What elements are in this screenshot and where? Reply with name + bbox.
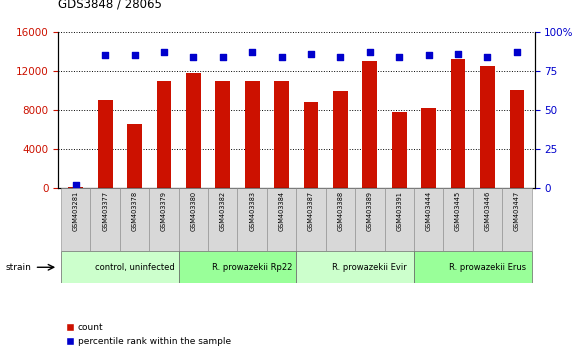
Bar bbox=[245, 81, 260, 188]
Text: GSM403446: GSM403446 bbox=[485, 191, 490, 231]
Text: GSM403388: GSM403388 bbox=[338, 191, 343, 231]
Bar bbox=[333, 91, 348, 188]
Bar bbox=[502, 188, 532, 251]
Bar bbox=[414, 251, 532, 283]
Bar bbox=[179, 251, 296, 283]
Text: GSM403444: GSM403444 bbox=[426, 191, 432, 231]
Bar bbox=[421, 108, 436, 188]
Bar bbox=[120, 188, 149, 251]
Bar bbox=[91, 188, 120, 251]
Text: GSM403387: GSM403387 bbox=[308, 191, 314, 231]
Bar bbox=[267, 188, 296, 251]
Bar bbox=[216, 81, 230, 188]
Point bbox=[336, 54, 345, 59]
Bar bbox=[304, 102, 318, 188]
Legend: count, percentile rank within the sample: count, percentile rank within the sample bbox=[63, 320, 235, 349]
Point bbox=[424, 52, 433, 58]
Point bbox=[394, 54, 404, 59]
Point bbox=[277, 54, 286, 59]
Point bbox=[306, 51, 315, 57]
Bar bbox=[326, 188, 355, 251]
Bar bbox=[480, 66, 495, 188]
Bar bbox=[385, 188, 414, 251]
Bar bbox=[451, 59, 465, 188]
Bar bbox=[355, 188, 385, 251]
Text: GSM403447: GSM403447 bbox=[514, 191, 520, 231]
Bar bbox=[510, 90, 524, 188]
Point bbox=[189, 54, 198, 59]
Bar bbox=[238, 188, 267, 251]
Point bbox=[483, 54, 492, 59]
Point bbox=[130, 52, 139, 58]
Bar bbox=[363, 61, 377, 188]
Bar bbox=[414, 188, 443, 251]
Text: GSM403378: GSM403378 bbox=[131, 191, 138, 231]
Text: GSM403389: GSM403389 bbox=[367, 191, 373, 231]
Point bbox=[218, 54, 227, 59]
Point bbox=[101, 52, 110, 58]
Bar bbox=[296, 188, 326, 251]
Bar bbox=[473, 188, 502, 251]
Text: R. prowazekii Rp22: R. prowazekii Rp22 bbox=[212, 263, 292, 272]
Bar bbox=[274, 81, 289, 188]
Text: GSM403380: GSM403380 bbox=[191, 191, 196, 231]
Text: R. prowazekii Evir: R. prowazekii Evir bbox=[332, 263, 407, 272]
Bar bbox=[296, 251, 414, 283]
Point bbox=[248, 49, 257, 55]
Text: GSM403377: GSM403377 bbox=[102, 191, 108, 231]
Text: GSM403379: GSM403379 bbox=[161, 191, 167, 231]
Point bbox=[71, 182, 80, 187]
Text: GDS3848 / 28065: GDS3848 / 28065 bbox=[58, 0, 162, 11]
Text: GSM403445: GSM403445 bbox=[455, 191, 461, 231]
Text: strain: strain bbox=[6, 263, 32, 272]
Text: GSM403384: GSM403384 bbox=[279, 191, 285, 231]
Point bbox=[453, 51, 462, 57]
Text: GSM403391: GSM403391 bbox=[396, 191, 402, 231]
Text: GSM403383: GSM403383 bbox=[249, 191, 255, 231]
Bar bbox=[208, 188, 238, 251]
Bar bbox=[127, 124, 142, 188]
Bar bbox=[98, 100, 113, 188]
Point bbox=[512, 49, 522, 55]
Text: control, uninfected: control, uninfected bbox=[95, 263, 174, 272]
Point bbox=[365, 49, 375, 55]
Point bbox=[159, 49, 168, 55]
Bar bbox=[149, 188, 179, 251]
Text: GSM403281: GSM403281 bbox=[73, 191, 79, 231]
Bar bbox=[186, 73, 200, 188]
Bar bbox=[179, 188, 208, 251]
Bar bbox=[61, 188, 91, 251]
Bar bbox=[443, 188, 473, 251]
Bar bbox=[69, 187, 83, 188]
Bar bbox=[392, 112, 407, 188]
Text: GSM403382: GSM403382 bbox=[220, 191, 226, 231]
Bar bbox=[61, 251, 179, 283]
Bar bbox=[157, 81, 171, 188]
Text: R. prowazekii Erus: R. prowazekii Erus bbox=[449, 263, 526, 272]
